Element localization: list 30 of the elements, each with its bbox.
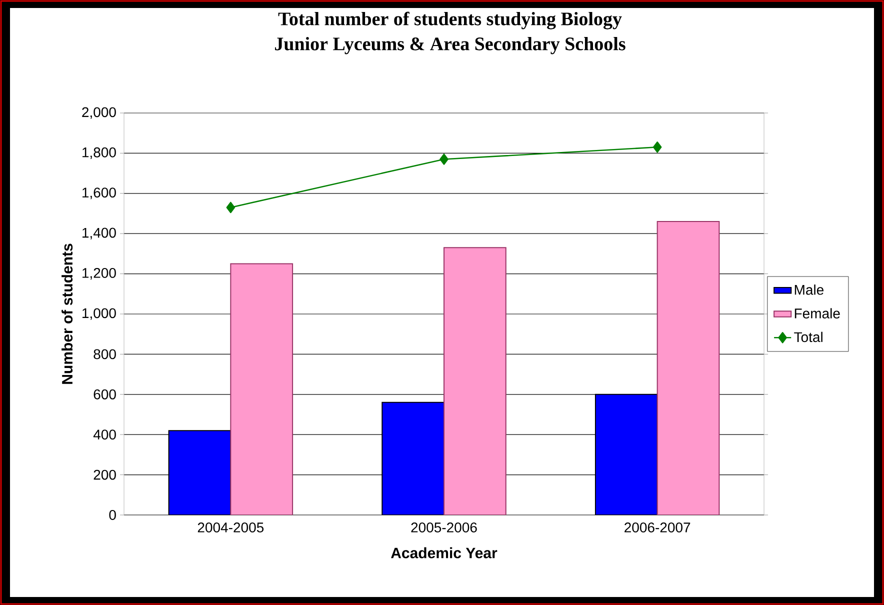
chart-subtitle: Junior Lyceums & Area Secondary Schools xyxy=(275,36,626,54)
bar xyxy=(382,402,445,515)
bar xyxy=(594,394,658,515)
x-tick-label: 2005-2006 xyxy=(411,522,477,532)
legend-label: Male xyxy=(794,284,824,295)
chart-title: Total number of students studying Biology xyxy=(278,12,622,30)
y-tick-label: 1,000 xyxy=(82,308,116,320)
bar xyxy=(656,221,720,515)
y-tick-label: 400 xyxy=(93,430,116,440)
y-axis-title: Number of students xyxy=(62,244,73,384)
y-tick-label: 1,400 xyxy=(82,228,116,240)
x-tick-label: 2006-2007 xyxy=(624,522,690,532)
point xyxy=(440,154,448,165)
y-tick-label: 2,000 xyxy=(82,107,116,119)
y-tick-label: 800 xyxy=(94,349,116,360)
legend-label: Female xyxy=(794,308,840,318)
y-tick-label: 1,200 xyxy=(82,268,116,280)
bar xyxy=(230,263,294,515)
point xyxy=(652,142,662,153)
bar xyxy=(168,430,232,515)
y-tick-label: 0 xyxy=(109,510,116,520)
y-tick-label: 1,800 xyxy=(82,147,116,159)
y-tick-label: 1,600 xyxy=(82,188,116,200)
x-tick-label: 2004-2005 xyxy=(198,522,264,532)
bar xyxy=(444,247,506,515)
y-tick-label: 200 xyxy=(94,470,116,480)
y-tick-label: 600 xyxy=(94,389,116,400)
point xyxy=(226,202,236,214)
legend-label: Total xyxy=(794,332,822,342)
x-axis-title: Academic Year xyxy=(391,547,498,558)
